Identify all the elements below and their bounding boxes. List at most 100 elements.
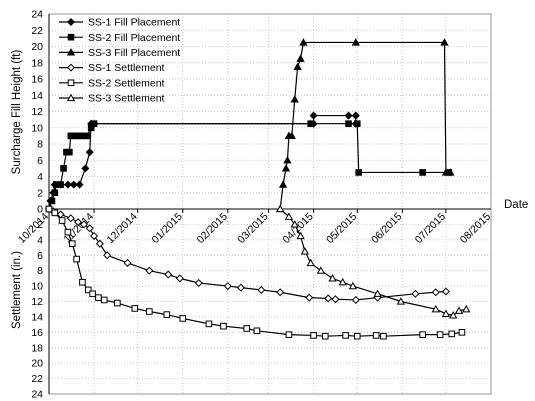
diamond-marker — [411, 289, 420, 298]
legend-label: SS-2 Settlement — [88, 77, 165, 89]
triangle-marker — [290, 94, 299, 103]
diamond-marker — [90, 231, 99, 240]
diamond-marker — [74, 218, 83, 227]
triangle-marker — [449, 311, 458, 319]
y-tick-label: 14 — [31, 311, 43, 323]
square-marker — [307, 120, 315, 127]
triangle-marker — [441, 309, 451, 317]
diamond-marker — [123, 258, 132, 267]
triangle-marker — [338, 277, 347, 286]
x-tick-label: 08/2015 — [458, 211, 493, 246]
series-line — [48, 123, 449, 210]
square-marker — [100, 296, 108, 304]
x-axis-label: Date — [504, 199, 528, 211]
triangle-marker — [328, 274, 337, 282]
square-marker — [179, 315, 187, 322]
triangle-marker — [284, 212, 294, 220]
series-layer — [44, 38, 471, 340]
square-marker — [68, 240, 76, 247]
square-marker — [205, 320, 213, 328]
legend-label: SS-2 Fill Placement — [88, 32, 180, 44]
triangle-marker — [373, 289, 382, 297]
diamond-marker — [431, 288, 440, 297]
diamond-marker — [331, 295, 340, 304]
square-marker — [448, 330, 456, 338]
diamond-marker — [351, 295, 360, 304]
y-tick-label: 4 — [37, 171, 43, 183]
y-tick-label: 12 — [31, 296, 43, 308]
triangle-marker — [306, 258, 315, 267]
diamond-marker — [305, 293, 314, 302]
legend-label: SS-3 Settlement — [88, 93, 165, 105]
triangle-marker — [278, 180, 288, 188]
square-marker — [45, 205, 53, 213]
diamond-marker — [66, 17, 76, 27]
square-marker — [67, 79, 75, 87]
square-marker — [84, 286, 92, 294]
square-marker — [131, 305, 139, 312]
legend-item: SS-1 Settlement — [59, 62, 165, 74]
legend-label: SS-1 Settlement — [88, 62, 165, 74]
diamond-marker — [69, 180, 78, 189]
series-line — [48, 114, 357, 210]
y-tick-label: 14 — [31, 90, 43, 102]
triangle-marker — [446, 168, 455, 176]
square-marker — [90, 120, 98, 127]
triangle-marker — [454, 306, 464, 314]
diamond-marker — [81, 164, 90, 173]
triangle-marker — [440, 38, 449, 46]
y-tick-label: 6 — [37, 250, 43, 262]
diamond-marker — [175, 274, 184, 283]
legend-item: SS-3 Settlement — [59, 93, 165, 105]
square-marker — [321, 332, 329, 340]
square-marker — [372, 332, 380, 339]
square-marker — [48, 197, 56, 205]
square-marker — [345, 120, 352, 127]
diamond-marker — [66, 214, 75, 223]
square-marker — [355, 169, 362, 176]
square-marker — [146, 308, 153, 315]
series-ss-3-settlement — [276, 204, 471, 319]
triangle-marker — [66, 93, 76, 102]
legend-item: SS-1 Fill Placement — [59, 17, 180, 29]
y-tick-label: 12 — [31, 106, 43, 118]
y-tick-label: 16 — [31, 327, 43, 339]
diamond-marker — [103, 251, 112, 260]
triangle-marker — [293, 62, 302, 70]
square-marker — [243, 325, 251, 332]
series-ss-3-fill-placement — [276, 38, 455, 213]
triangle-marker — [396, 297, 406, 305]
y-tick-label: 20 — [31, 358, 43, 370]
y-tick-label: 10 — [31, 122, 43, 134]
y-tick-label: 22 — [31, 373, 43, 385]
triangle-marker — [351, 38, 360, 46]
diamond-marker — [66, 63, 76, 72]
x-tick-label: 04/2015 — [280, 211, 315, 246]
diamond-marker — [223, 282, 232, 291]
diamond-marker — [63, 180, 72, 189]
series-line — [279, 41, 451, 210]
square-marker — [60, 165, 67, 172]
triangle-marker — [348, 281, 358, 290]
x-tick-label: 02/2015 — [195, 211, 230, 246]
diamond-marker — [194, 278, 203, 288]
triangle-marker — [299, 38, 308, 46]
square-marker — [220, 322, 227, 330]
y-tick-label: 22 — [31, 25, 43, 37]
square-marker — [95, 294, 102, 301]
square-marker — [253, 327, 261, 335]
square-marker — [380, 332, 387, 340]
square-marker — [51, 209, 59, 217]
square-marker — [89, 290, 96, 298]
diamond-marker — [276, 288, 285, 297]
y-axis-label-bottom: Settlement (in.) — [11, 251, 23, 329]
y-tick-label: 0 — [37, 204, 43, 216]
legend-item: SS-3 Fill Placement — [59, 47, 180, 59]
y-tick-label: 18 — [31, 57, 43, 69]
y-tick-label: 6 — [37, 155, 43, 167]
square-marker — [114, 299, 121, 307]
diamond-marker — [344, 111, 353, 120]
square-marker — [67, 33, 75, 41]
y-tick-label: 2 — [37, 187, 43, 199]
